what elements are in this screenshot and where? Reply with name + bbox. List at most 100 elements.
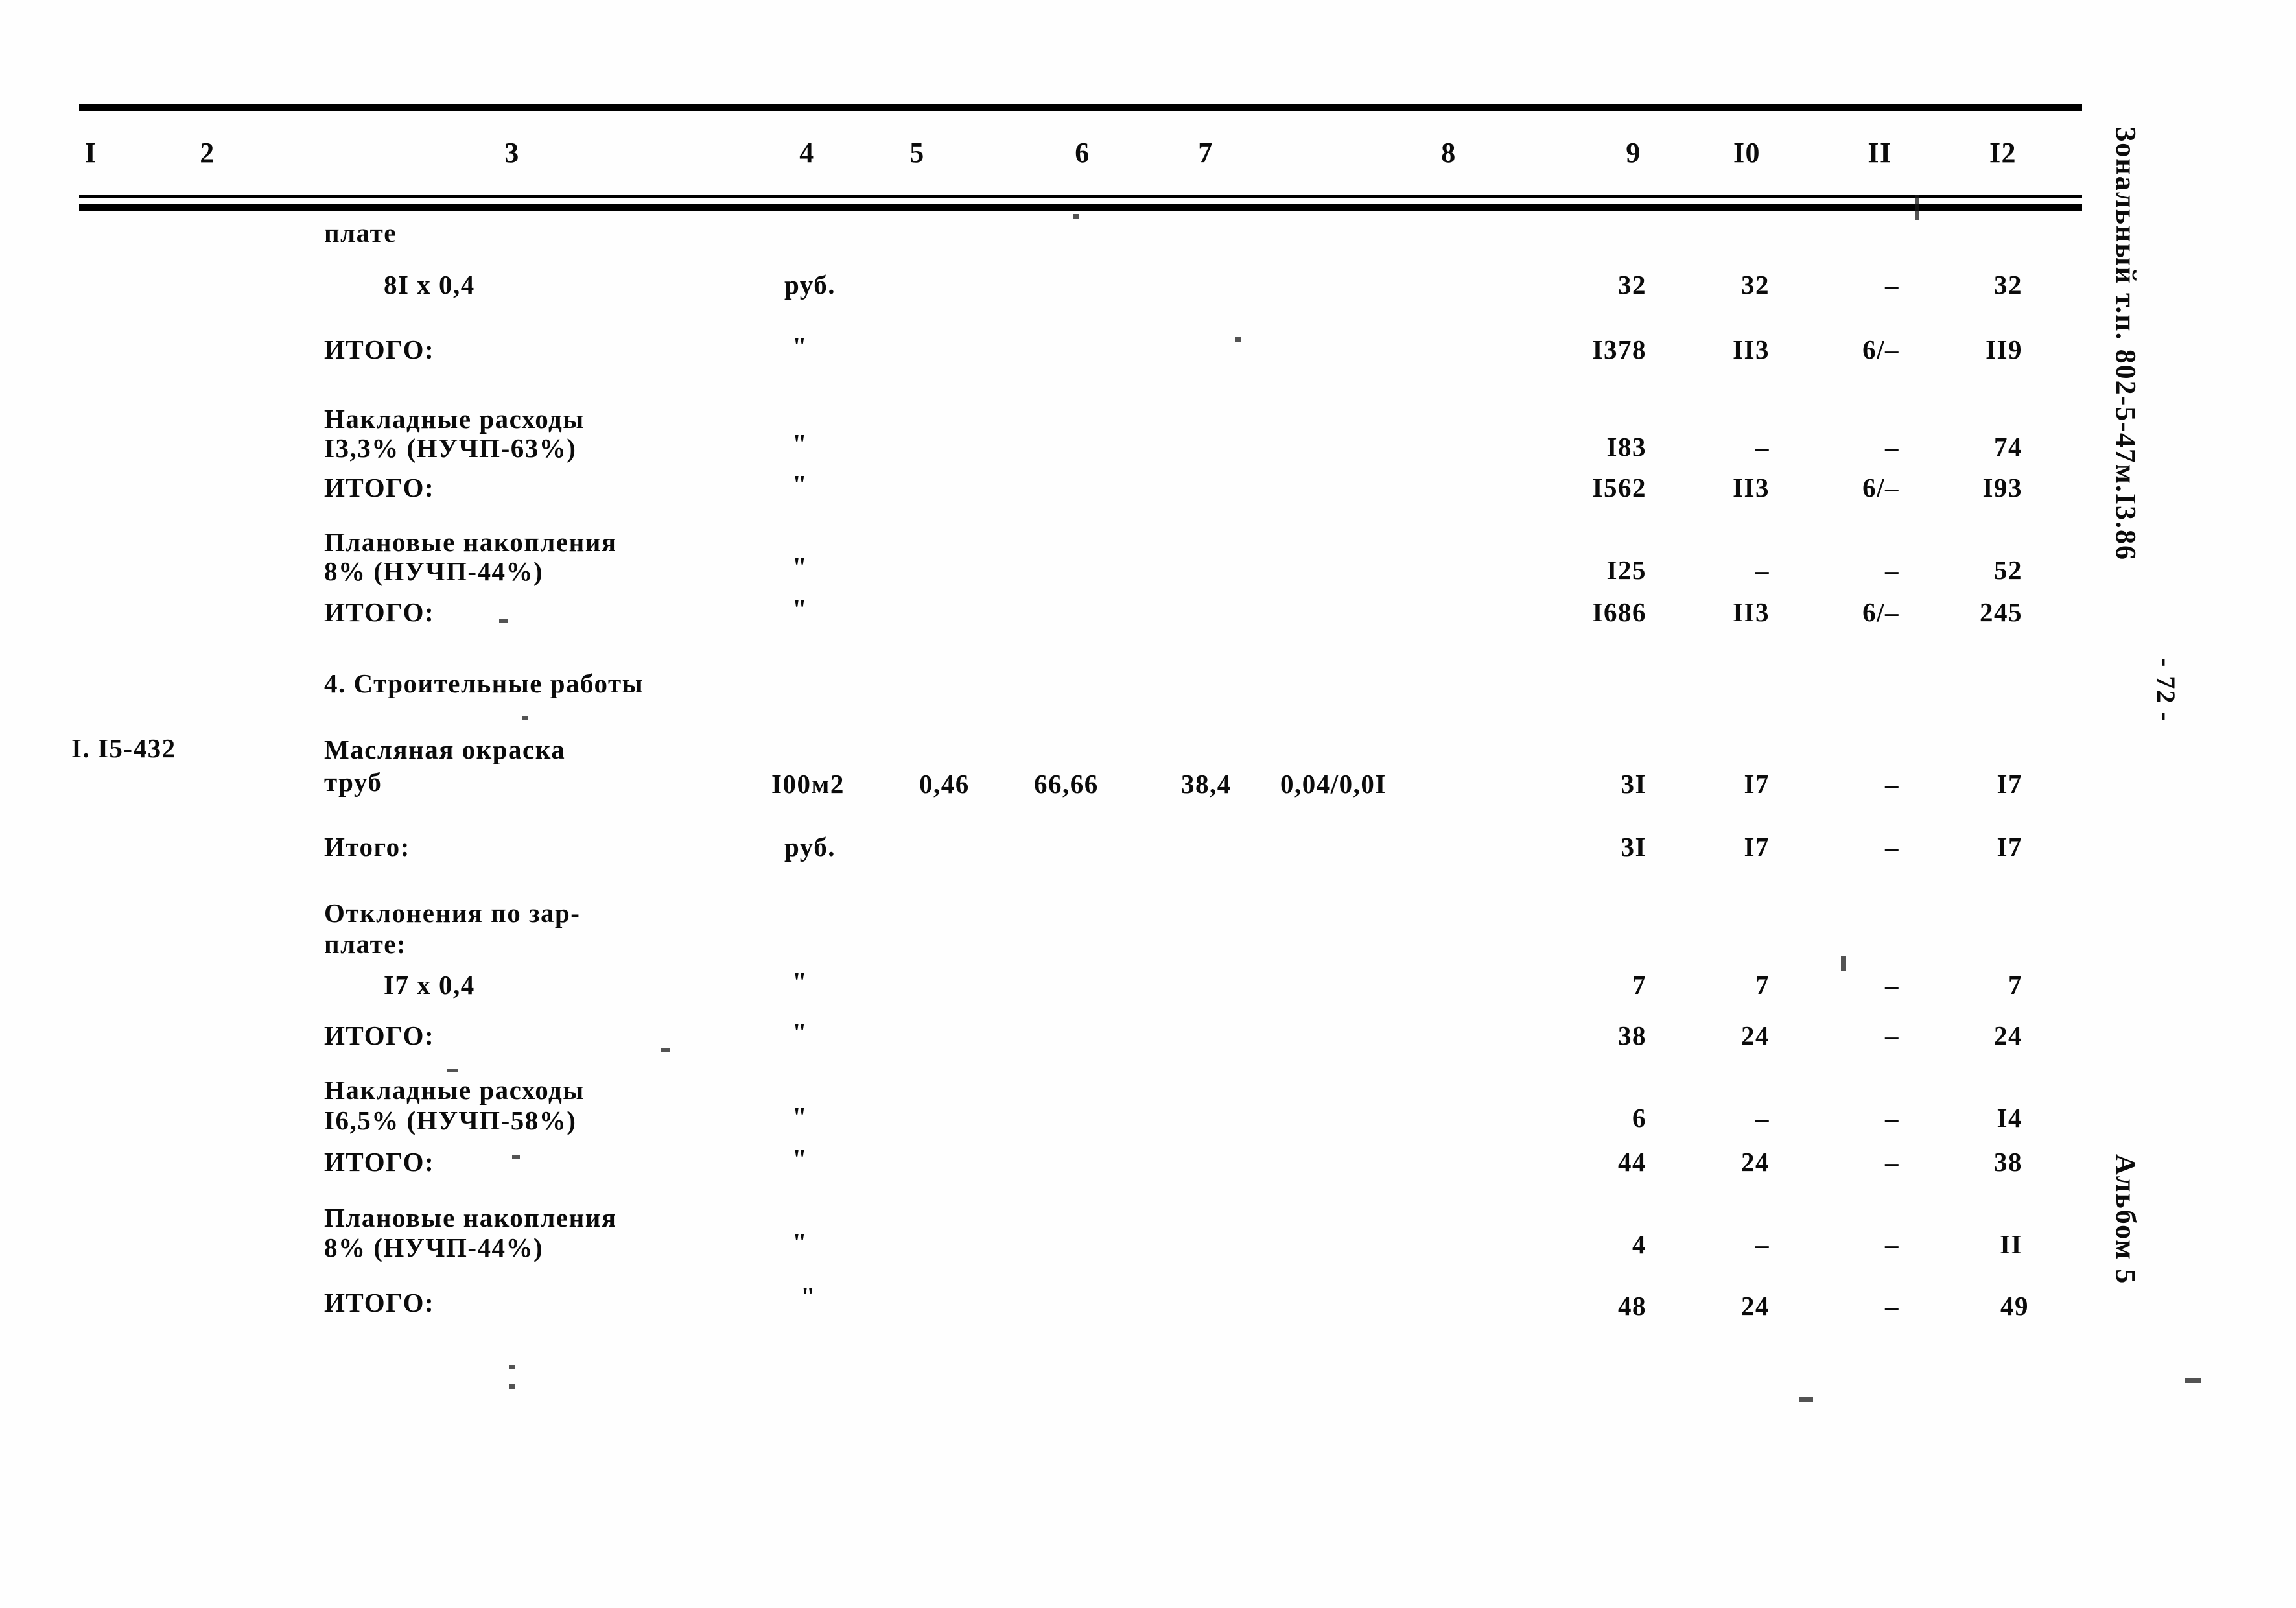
scan-speck [522,716,528,720]
row-name-2: 8% (НУЧП-44%) [324,1233,544,1262]
row-col10: – [1755,1229,1770,1259]
row-col12: 52 [1994,555,2022,585]
row-col9: 3I [1621,769,1646,799]
column-header-4: 4 [799,137,815,169]
row-name: Накладные расходы [324,404,585,434]
scan-speck [447,1069,458,1072]
row-col12: I7 [1997,769,2022,799]
row-col10: 7 [1755,970,1770,1000]
row-col11: – [1885,970,1899,1000]
row-name-2: I6,5% (НУЧП-58%) [324,1106,577,1135]
row-name: ИТОГО: [324,597,435,627]
row-col10: I7 [1744,832,1770,862]
row-col11: 6/– [1862,473,1899,503]
row-unit: " [792,967,808,997]
row-unit: " [792,594,808,624]
scan-speck [1841,956,1846,971]
row-unit: руб. [784,270,836,300]
row-name: Плановые накопления [324,1203,617,1233]
row-col10: – [1755,432,1770,462]
row-name: ИТОГО: [324,335,435,364]
row-col10: I7 [1744,769,1770,799]
row-col9: 32 [1618,270,1646,300]
row-col10: 24 [1741,1291,1770,1321]
row-name: ИТОГО: [324,1021,435,1050]
row-name: ИТОГО: [324,1288,435,1318]
header-separator-rule-2 [79,204,2082,211]
row-col10: – [1755,1103,1770,1133]
row-col9: I378 [1592,335,1646,364]
scan-speck [509,1384,515,1389]
row-code: I. I5-432 [71,733,176,763]
column-header-8: 8 [1441,137,1457,169]
column-header-9: 9 [1626,137,1641,169]
row-unit: " [792,331,808,361]
column-header-1: I [84,137,97,169]
scan-speck [509,1365,515,1369]
row-name: 8I x 0,4 [384,270,475,300]
row-unit: I00м2 [771,769,845,799]
row-name: Масляная окраска [324,735,566,764]
row-col12: I4 [1997,1103,2022,1133]
row-col10: 32 [1741,270,1770,300]
row-col9: 3I [1621,832,1646,862]
scan-speck [499,619,508,623]
row-col11: – [1885,270,1899,300]
section-heading: 4. Строительные работы [324,668,644,698]
row-name: плате [324,218,397,248]
row-col9: 38 [1618,1021,1646,1050]
row-col12: I7 [1997,832,2022,862]
row-col8: 0,04/0,0I [1280,769,1387,799]
scan-speck [1073,214,1079,219]
row-col12: 32 [1994,270,2022,300]
row-name-2: I3,3% (НУЧП-63%) [324,433,577,463]
scan-speck [661,1048,670,1052]
header-separator-rule [79,195,2082,198]
row-col11: 6/– [1862,335,1899,364]
row-name: Итого: [324,832,410,862]
row-name-2: 8% (НУЧП-44%) [324,556,544,586]
table-top-rule [79,104,2082,111]
row-name-2: плате: [324,929,407,959]
row-name: Плановые накопления [324,527,617,557]
row-name: ИТОГО: [324,1147,435,1177]
row-col11: – [1885,769,1899,799]
row-col9: 4 [1632,1229,1646,1259]
column-header-6: 6 [1075,137,1090,169]
row-unit: " [792,1102,808,1131]
row-col12: II9 [1986,335,2022,364]
column-header-11: II [1868,137,1892,169]
album-label: Альбом 5 [2110,1154,2142,1285]
row-col9: 6 [1632,1103,1646,1133]
row-col12: 38 [1994,1147,2022,1177]
row-col10: II3 [1733,335,1770,364]
row-col9: 7 [1632,970,1646,1000]
row-col11: – [1885,832,1899,862]
row-col11: – [1885,1291,1899,1321]
row-col7: 38,4 [1181,769,1232,799]
row-col12: 7 [2008,970,2022,1000]
row-col10: II3 [1733,597,1770,627]
row-unit: " [792,1227,808,1257]
scan-speck [1799,1397,1813,1402]
row-col12: II [2000,1229,2022,1259]
row-col9: 48 [1618,1291,1646,1321]
row-col6: 66,66 [1034,769,1099,799]
column-header-3: 3 [504,137,520,169]
row-col12: 49 [2000,1291,2029,1321]
row-unit: " [792,469,808,499]
row-name: Отклонения по зар- [324,898,581,928]
row-col10: – [1755,555,1770,585]
row-name: Накладные расходы [324,1075,585,1105]
row-col11: – [1885,1229,1899,1259]
row-col10: II3 [1733,473,1770,503]
row-col11: – [1885,1103,1899,1133]
row-col12: I93 [1982,473,2022,503]
row-col11: – [1885,555,1899,585]
row-col11: – [1885,1147,1899,1177]
row-col5: 0,46 [919,769,970,799]
column-header-7: 7 [1198,137,1213,169]
row-col9: I25 [1606,555,1646,585]
scan-speck [1915,195,1919,220]
